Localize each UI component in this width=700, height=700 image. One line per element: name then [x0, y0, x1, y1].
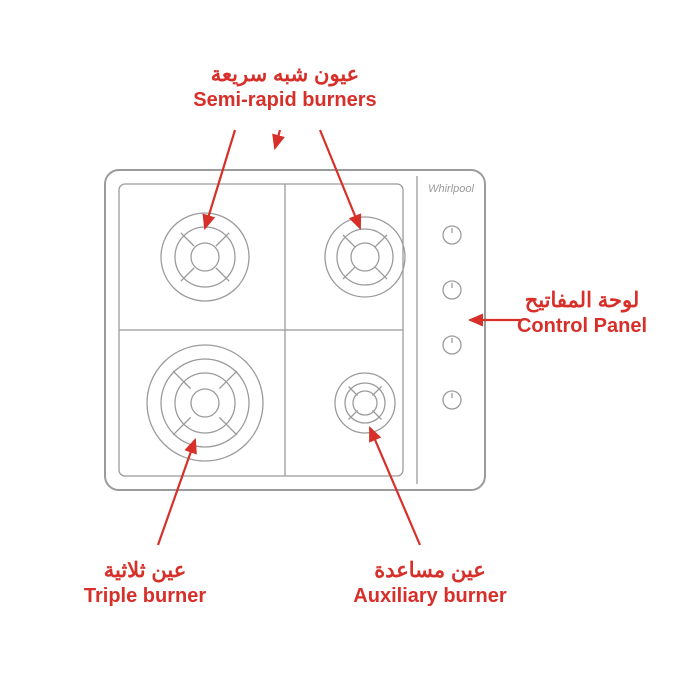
label-auxiliary-burner-ar: عين مساعدة	[290, 558, 570, 584]
label-control-panel-ar: لوحة المفاتيح	[442, 288, 700, 314]
label-triple-burner-ar: عين ثلاثية	[5, 558, 285, 584]
label-auxiliary-burner: عين مساعدة Auxiliary burner	[290, 558, 570, 609]
label-semi-rapid-en: Semi-rapid burners	[145, 88, 425, 113]
label-auxiliary-burner-en: Auxiliary burner	[290, 584, 570, 609]
label-control-panel: لوحة المفاتيح Control Panel	[442, 288, 700, 339]
brand-logo-text: Whirlpool	[428, 183, 474, 195]
label-control-panel-en: Control Panel	[442, 314, 700, 339]
label-triple-burner: عين ثلاثية Triple burner	[5, 558, 285, 609]
label-semi-rapid: عيون شبه سريعة Semi-rapid burners	[145, 62, 425, 113]
label-semi-rapid-ar: عيون شبه سريعة	[145, 62, 425, 88]
label-triple-burner-en: Triple burner	[5, 584, 285, 609]
diagram-canvas: Whirlpool عيون شبه سريعة Semi-rapid burn…	[0, 0, 700, 700]
